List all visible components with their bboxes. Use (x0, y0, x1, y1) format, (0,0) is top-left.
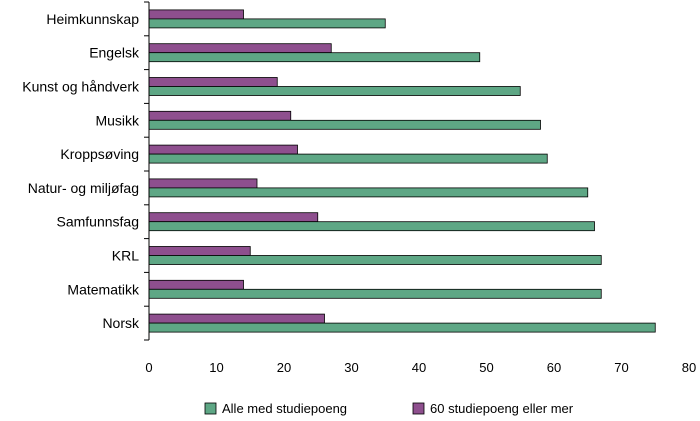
x-tick-label: 30 (344, 360, 358, 375)
category-label: Heimkunnskap (46, 11, 139, 27)
category-label: Kunst og håndverk (22, 79, 140, 95)
category-label: Kroppsøving (60, 146, 139, 162)
bars-group (148, 9, 656, 333)
bar-all-6 (148, 221, 595, 232)
bar-all-4 (148, 153, 548, 164)
x-tick-label: 80 (682, 360, 696, 375)
bar-sixty-8 (148, 279, 244, 290)
legend-swatch-1 (412, 402, 425, 415)
x-axis-ticks: 0 10 20 30 40 50 60 70 80 (145, 360, 696, 375)
x-tick-label: 40 (412, 360, 426, 375)
bar-all-7 (148, 255, 602, 265)
bar-sixty-1 (148, 43, 332, 54)
legend-swatch-0 (204, 402, 217, 415)
bar-sixty-6 (148, 212, 319, 223)
x-tick-label: 70 (614, 360, 628, 375)
legend-label-1: 60 studiepoeng eller mer (430, 401, 574, 416)
bar-all-3 (148, 119, 541, 130)
bar-all-1 (148, 52, 481, 63)
category-label: Norsk (102, 315, 140, 331)
bar-sixty-0 (148, 9, 244, 20)
bar-sixty-2 (148, 77, 278, 87)
bar-all-0 (148, 18, 386, 29)
category-label: Matematikk (67, 281, 140, 297)
bar-sixty-9 (148, 313, 325, 324)
x-tick-label: 60 (547, 360, 561, 375)
bar-all-8 (148, 288, 602, 299)
legend-label-0: Alle med studiepoeng (222, 401, 347, 416)
legend: Alle med studiepoeng 60 studiepoeng eller… (204, 401, 574, 416)
bar-all-2 (148, 86, 521, 96)
bar-sixty-5 (148, 178, 258, 189)
bar-sixty-4 (148, 144, 298, 155)
x-tick-label: 50 (479, 360, 493, 375)
bar-all-9 (148, 322, 656, 333)
category-label: Musikk (95, 112, 140, 128)
category-labels: Heimkunnskap Engelsk Kunst og håndverk Musi… (22, 1, 149, 341)
category-label: Natur- og miljøfag (28, 180, 139, 196)
bar-sixty-3 (148, 110, 292, 121)
bar-all-5 (148, 187, 589, 198)
category-label: KRL (112, 248, 139, 264)
category-label: Engelsk (89, 45, 140, 61)
x-tick-label: 20 (277, 360, 291, 375)
x-tick-label: 0 (145, 360, 152, 375)
x-tick-label: 10 (209, 360, 223, 375)
bar-sixty-7 (148, 246, 251, 256)
category-label: Samfunnsfag (57, 214, 140, 230)
